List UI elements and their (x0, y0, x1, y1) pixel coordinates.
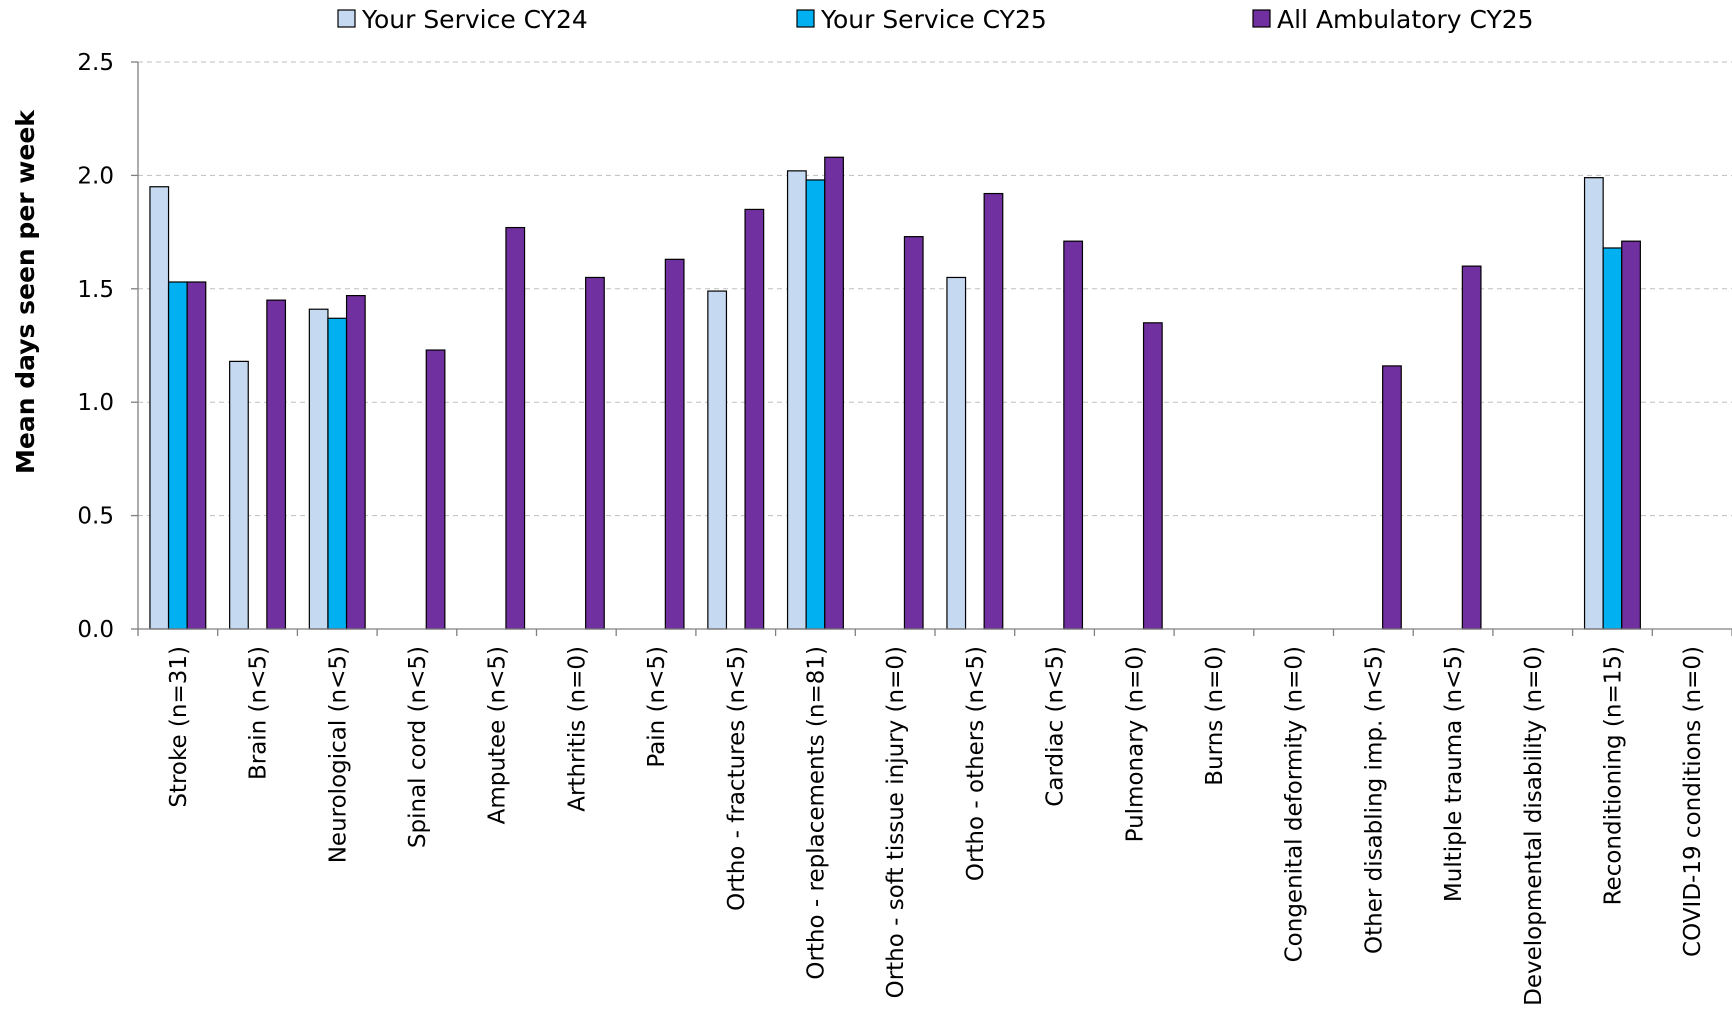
category-label: Multiple trauma (n<5) (1441, 646, 1467, 902)
category-label: COVID-19 conditions (n=0) (1680, 646, 1706, 957)
y-tick-label: 2.0 (77, 163, 114, 189)
bar-1 (229, 360, 249, 630)
bars (149, 156, 1641, 630)
bar-2 (167, 281, 188, 630)
bar-2 (805, 179, 826, 630)
y-tick-label: 0.5 (77, 504, 114, 530)
bar-2 (1602, 247, 1623, 630)
y-tick-label: 0.0 (77, 617, 114, 643)
category-label: Ortho - others (n<5) (963, 646, 989, 881)
category-label: Spinal cord (n<5) (405, 646, 431, 848)
y-tick-label: 1.0 (77, 390, 114, 416)
category-label: Arthritis (n=0) (564, 646, 590, 812)
bar-3 (425, 349, 446, 630)
legend-swatch (796, 9, 815, 28)
bar-3 (983, 192, 1004, 630)
category-label: Stroke (n=31) (166, 646, 192, 808)
bar-3 (1063, 240, 1084, 630)
bar-3 (585, 276, 605, 630)
bar-1 (946, 276, 967, 630)
category-label: Burns (n=0) (1202, 646, 1228, 786)
bar-3 (266, 299, 287, 630)
x-axis-categories: Stroke (n=31) Brain (n<5) Neurological (n<… (166, 646, 1706, 1006)
bar-3 (903, 236, 924, 630)
y-tick-label: 1.5 (77, 277, 114, 303)
category-label: Congenital deformity (n=0) (1282, 646, 1308, 962)
bar-1 (1583, 177, 1604, 630)
bar-1 (149, 186, 170, 630)
bar-3 (1461, 265, 1482, 630)
bar-1 (308, 308, 329, 630)
category-label: Reconditioning (n=15) (1601, 646, 1627, 905)
bar-3 (505, 226, 526, 630)
category-label: Ortho - soft tissue injury (n=0) (883, 646, 909, 998)
legend-label: All Ambulatory CY25 (1277, 5, 1534, 34)
legend-label: Your Service CY25 (820, 5, 1047, 34)
category-label: Ortho - replacements (n=81) (804, 646, 830, 980)
category-label: Pain (n<5) (644, 646, 670, 768)
bar-3 (1382, 365, 1402, 630)
category-label: Ortho - fractures (n<5) (724, 646, 750, 911)
category-label: Developmental disability (n=0) (1521, 646, 1547, 1006)
bar-3 (744, 208, 765, 630)
category-label: Amputee (n<5) (485, 646, 511, 824)
gridlines (138, 61, 1732, 517)
category-label: Brain (n<5) (246, 646, 272, 780)
y-axis-title: Mean days seen per week (11, 109, 40, 474)
bar-1 (707, 290, 728, 630)
bar-3 (186, 281, 207, 630)
legend-swatch (337, 9, 356, 28)
bar-3 (664, 258, 685, 630)
y-tick-label: 2.5 (77, 50, 114, 76)
category-label: Neurological (n<5) (325, 646, 351, 863)
category-label: Pulmonary (n=0) (1122, 646, 1148, 842)
axes (131, 61, 1732, 636)
bar-3 (824, 156, 844, 630)
legend-swatch (1252, 9, 1271, 28)
y-axis-ticks: 0.0 0.5 1.0 1.5 2.0 2.5 (77, 50, 114, 643)
bar-3 (345, 295, 366, 630)
legend-label: Your Service CY24 (361, 5, 588, 34)
bar-3 (1142, 322, 1163, 630)
legend: Your Service CY24 Your Service CY25 All Am… (337, 5, 1534, 34)
category-label: Cardiac (n<5) (1043, 646, 1069, 807)
bar-3 (1621, 240, 1641, 630)
category-label: Other disabling imp. (n<5) (1361, 646, 1387, 954)
bar-2 (327, 317, 348, 630)
bar-1 (786, 170, 807, 630)
